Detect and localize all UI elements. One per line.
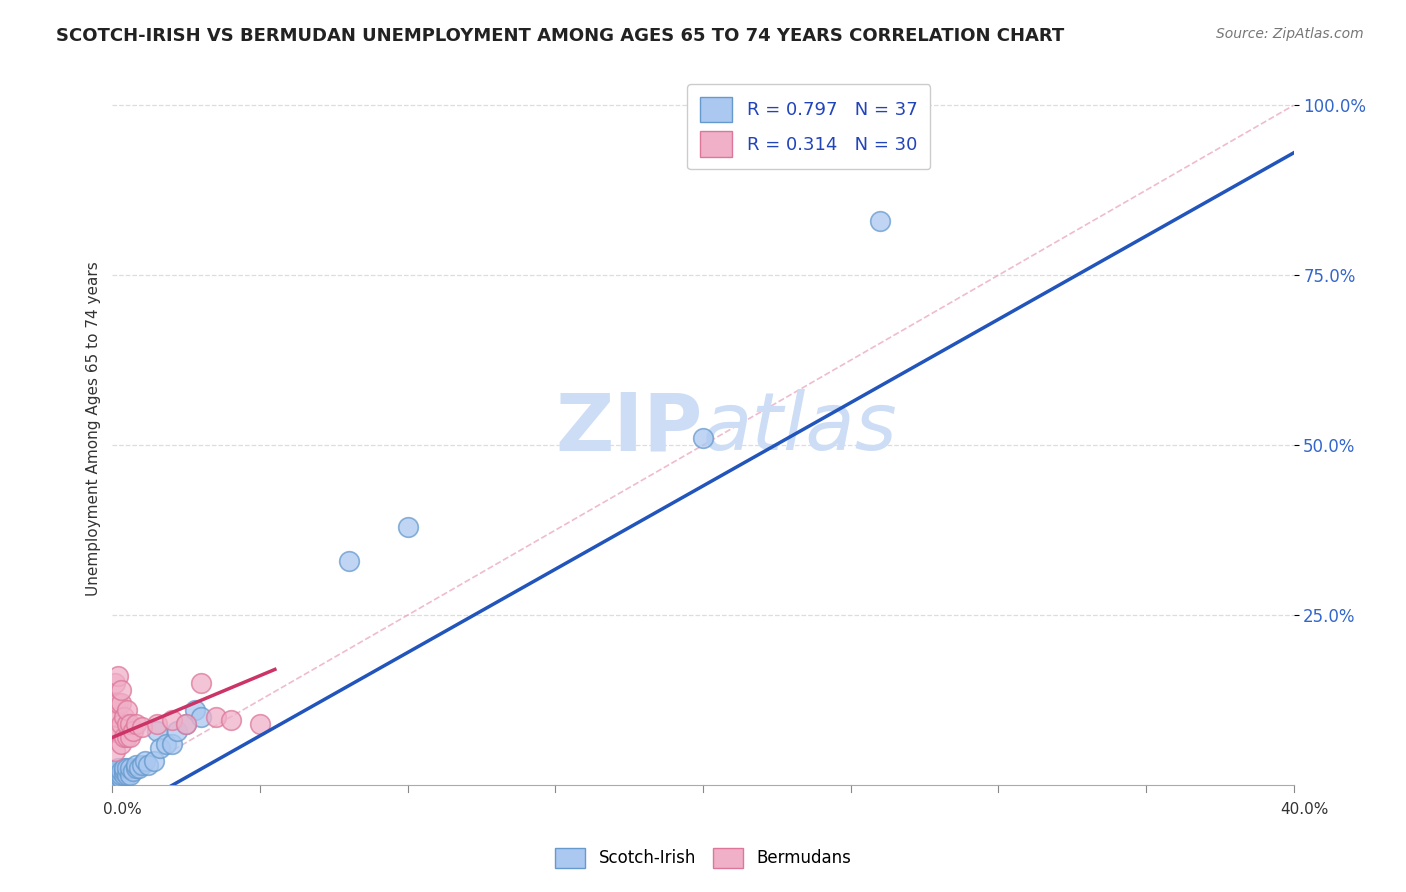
Point [110,737,132,751]
Point [337,554,360,568]
Point [142,754,165,768]
Point [107,710,129,724]
Point [146,716,169,731]
Point [125,757,148,772]
Point [117,761,138,775]
Point [128,761,150,775]
Point [110,697,132,711]
Point [205,710,228,724]
Point [107,761,129,775]
Point [104,764,127,779]
Point [112,710,135,724]
Point [104,744,127,758]
Point [117,703,138,717]
Point [155,737,177,751]
Point [190,710,212,724]
Point [160,737,183,751]
Point [117,731,138,745]
Point [104,710,127,724]
Point [160,714,183,728]
Point [112,764,135,779]
Point [131,757,153,772]
Text: 40.0%: 40.0% [1281,803,1329,817]
Y-axis label: Unemployment Among Ages 65 to 74 years: Unemployment Among Ages 65 to 74 years [86,260,101,596]
Point [104,676,127,690]
Point [112,761,135,775]
Point [110,764,132,779]
Point [120,768,142,782]
Text: SCOTCH-IRISH VS BERMUDAN UNEMPLOYMENT AMONG AGES 65 TO 74 YEARS CORRELATION CHAR: SCOTCH-IRISH VS BERMUDAN UNEMPLOYMENT AM… [56,27,1064,45]
Point [112,768,135,782]
Point [120,761,142,775]
Point [110,716,132,731]
Point [104,723,127,738]
Point [107,723,129,738]
Point [112,731,135,745]
Point [692,431,714,445]
Point [149,740,172,755]
Point [120,731,142,745]
Point [396,519,419,533]
Point [166,723,188,738]
Point [134,754,156,768]
Text: Source: ZipAtlas.com: Source: ZipAtlas.com [1216,27,1364,41]
Point [117,768,138,782]
Legend: Scotch-Irish, Bermudans: Scotch-Irish, Bermudans [548,841,858,875]
Point [184,703,207,717]
Point [104,768,127,782]
Text: 0.0%: 0.0% [103,803,142,817]
Text: ZIP: ZIP [555,389,703,467]
Point [125,761,148,775]
Point [107,669,129,683]
Point [122,723,145,738]
Point [107,697,129,711]
Point [122,764,145,779]
Point [110,768,132,782]
Point [219,714,242,728]
Point [131,720,153,734]
Point [104,771,127,785]
Point [107,771,129,785]
Point [249,716,271,731]
Legend: R = 0.797   N = 37, R = 0.314   N = 30: R = 0.797 N = 37, R = 0.314 N = 30 [688,84,931,169]
Point [136,757,159,772]
Point [174,716,197,731]
Point [120,716,142,731]
Text: atlas: atlas [703,389,898,467]
Point [107,764,129,779]
Point [869,214,891,228]
Point [110,682,132,697]
Point [146,723,169,738]
Point [125,716,148,731]
Point [110,771,132,785]
Point [190,676,212,690]
Point [107,768,129,782]
Point [174,716,197,731]
Point [117,716,138,731]
Point [104,697,127,711]
